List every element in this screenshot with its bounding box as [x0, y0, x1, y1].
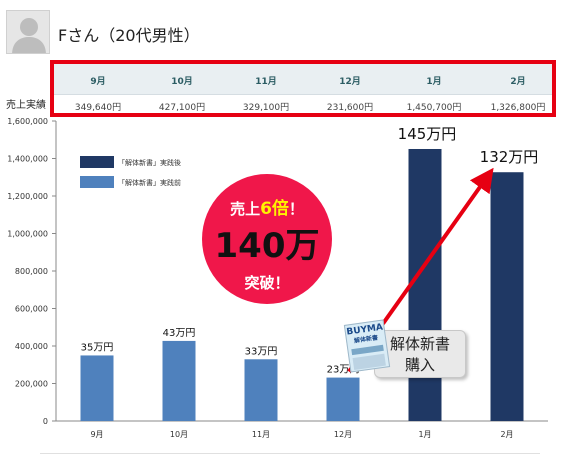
bar-data-label: 132万円 [480, 148, 539, 166]
bar [408, 148, 442, 421]
table-header-cell: 10月 [171, 77, 193, 87]
purchase-callout: 解体新書 購入 [374, 330, 466, 378]
bar [80, 355, 114, 421]
legend-label: 「解体新書」実践前 [118, 178, 181, 187]
callout-line-1: 解体新書 [389, 335, 450, 353]
badge-line-1: 売上6倍！ [202, 194, 332, 219]
sales-table: 9月 10月 11月 12月 1月 2月 349,640円 427,100円 3… [50, 60, 556, 117]
table-value-cell: 231,600円 [326, 103, 374, 113]
divider [40, 453, 540, 454]
y-tick-label: 200,000 [15, 380, 48, 389]
user-silhouette-icon [12, 18, 46, 53]
y-tick-label: 0 [43, 417, 48, 426]
bar-data-label: 33万円 [245, 346, 278, 357]
badge-suffix: ！ [288, 200, 304, 218]
table-value-cell: 329,100円 [242, 103, 290, 113]
x-tick-label: 1月 [418, 430, 431, 439]
bar [490, 172, 524, 421]
y-tick-label: 800,000 [15, 267, 48, 276]
book-cover-image: BUYMA 解体新書 [343, 319, 391, 373]
legend-swatch [80, 176, 114, 188]
table-header-cell: 11月 [255, 77, 277, 87]
table-value-cell: 1,450,700円 [406, 103, 462, 113]
sales-row-label: 売上実績 [6, 100, 46, 111]
x-tick-label: 12月 [334, 430, 352, 439]
x-tick-label: 11月 [252, 430, 270, 439]
badge-line-2: 140万 [214, 226, 320, 266]
x-tick-label: 2月 [500, 430, 513, 439]
badge-highlight: 6倍 [260, 199, 289, 219]
avatar [6, 10, 50, 54]
callout-line-2: 購入 [404, 356, 435, 374]
sales-table-header-row [54, 64, 552, 95]
bar [162, 340, 196, 421]
table-header-cell: 2月 [510, 77, 526, 87]
y-tick-label: 1,400,000 [7, 155, 48, 164]
y-tick-label: 600,000 [15, 305, 48, 314]
y-tick-label: 400,000 [15, 342, 48, 351]
bar [326, 377, 360, 421]
legend-swatch [80, 156, 114, 168]
bar-data-label: 43万円 [163, 328, 196, 339]
badge-prefix: 売上 [230, 200, 261, 218]
x-tick-label: 9月 [90, 430, 103, 439]
table-value-cell: 1,326,800円 [490, 103, 546, 113]
legend-label: 「解体新書」実践後 [118, 158, 181, 167]
table-value-cell: 349,640円 [74, 103, 122, 113]
table-header-cell: 9月 [90, 77, 106, 87]
bar-data-label: 23万円 [327, 365, 360, 376]
achievement-badge: 売上6倍！ 140万 突破！ [202, 174, 332, 304]
y-tick-label: 1,000,000 [7, 230, 48, 239]
x-tick-label: 10月 [170, 430, 188, 439]
table-header-cell: 1月 [426, 77, 442, 87]
badge-line-3: 突破！ [244, 274, 290, 292]
user-name: Fさん（20代男性） [58, 26, 200, 45]
y-tick-label: 1,200,000 [7, 192, 48, 201]
y-tick-label: 1,600,000 [7, 117, 48, 126]
book-band [352, 353, 386, 371]
bar-data-label: 145万円 [398, 125, 457, 143]
table-header-cell: 12月 [339, 77, 361, 87]
bar [244, 359, 278, 421]
table-value-cell: 427,100円 [158, 103, 206, 113]
bar-data-label: 35万円 [81, 342, 114, 353]
